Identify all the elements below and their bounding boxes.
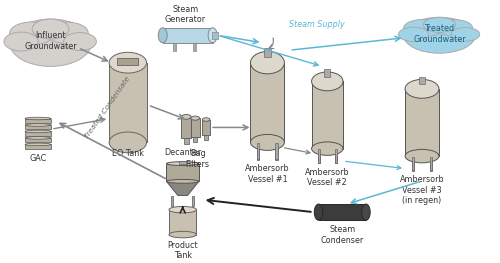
Ellipse shape — [405, 149, 439, 163]
Bar — [419, 77, 425, 84]
Text: Treated Condensate: Treated Condensate — [84, 75, 132, 140]
Bar — [181, 117, 191, 138]
Bar — [276, 142, 278, 160]
Ellipse shape — [25, 124, 51, 126]
Bar — [257, 142, 260, 160]
Ellipse shape — [312, 142, 343, 155]
Bar — [118, 58, 139, 65]
Bar — [169, 210, 196, 235]
Bar — [192, 196, 194, 206]
Ellipse shape — [202, 118, 210, 121]
Text: Ambersorb
Vessel #3
(in regen): Ambersorb Vessel #3 (in regen) — [400, 175, 444, 205]
Bar — [25, 132, 51, 136]
Ellipse shape — [250, 134, 284, 150]
Bar — [191, 118, 200, 137]
Text: Product
Tank: Product Tank — [168, 241, 198, 260]
Text: Treated
Groundwater: Treated Groundwater — [413, 24, 466, 44]
Text: Steam
Generator: Steam Generator — [164, 5, 205, 24]
Ellipse shape — [32, 19, 69, 39]
Ellipse shape — [208, 28, 217, 43]
Bar — [405, 89, 439, 156]
Bar — [318, 204, 366, 220]
Ellipse shape — [166, 179, 199, 183]
Bar — [180, 161, 186, 164]
Bar — [257, 143, 260, 159]
Bar — [25, 119, 51, 123]
Ellipse shape — [435, 20, 472, 36]
Bar — [212, 32, 218, 39]
Bar — [318, 149, 320, 163]
Bar — [276, 143, 278, 159]
Text: Bag
Filters: Bag Filters — [186, 149, 210, 169]
Ellipse shape — [451, 28, 480, 41]
Ellipse shape — [25, 143, 51, 146]
Text: Decanter: Decanter — [164, 148, 201, 157]
Ellipse shape — [10, 22, 54, 45]
Bar — [172, 43, 176, 51]
Bar — [192, 43, 196, 51]
Bar — [412, 157, 414, 170]
Bar — [184, 138, 188, 144]
Ellipse shape — [398, 27, 428, 42]
Bar — [250, 63, 284, 142]
Ellipse shape — [25, 130, 51, 133]
Bar — [109, 63, 146, 142]
Ellipse shape — [25, 117, 51, 120]
Text: Ambersorb
Vessel #2: Ambersorb Vessel #2 — [305, 168, 350, 187]
Text: Steam Supply: Steam Supply — [290, 20, 345, 29]
Text: EO Tank: EO Tank — [112, 149, 144, 158]
Bar — [193, 137, 198, 142]
Ellipse shape — [10, 19, 92, 67]
Ellipse shape — [404, 19, 443, 37]
Text: GAC: GAC — [30, 154, 46, 163]
Ellipse shape — [166, 162, 199, 165]
Ellipse shape — [46, 22, 88, 43]
Bar — [25, 125, 51, 129]
Ellipse shape — [250, 52, 284, 74]
Ellipse shape — [405, 79, 439, 98]
Ellipse shape — [4, 32, 38, 51]
Ellipse shape — [404, 17, 475, 53]
Bar — [162, 28, 212, 43]
Ellipse shape — [181, 114, 191, 119]
Ellipse shape — [158, 28, 167, 43]
Ellipse shape — [424, 17, 456, 32]
Bar — [430, 157, 432, 170]
Ellipse shape — [109, 132, 146, 153]
Bar — [430, 156, 432, 171]
Bar — [204, 135, 208, 140]
Ellipse shape — [191, 116, 200, 120]
Bar — [324, 69, 330, 77]
Bar — [25, 144, 51, 149]
Text: Influent
Groundwater: Influent Groundwater — [24, 31, 77, 50]
Ellipse shape — [169, 231, 196, 238]
Bar — [25, 138, 51, 142]
Bar — [334, 149, 337, 163]
Bar — [412, 156, 414, 171]
Text: Steam
Condenser: Steam Condenser — [320, 225, 364, 245]
Ellipse shape — [25, 137, 51, 139]
Ellipse shape — [362, 204, 370, 220]
Bar — [202, 119, 210, 135]
Text: Ambersorb
Vessel #1: Ambersorb Vessel #1 — [245, 164, 290, 184]
Bar — [264, 48, 270, 57]
Ellipse shape — [64, 33, 96, 50]
Bar — [312, 81, 343, 149]
Ellipse shape — [314, 204, 323, 220]
Bar — [318, 149, 320, 163]
Ellipse shape — [109, 52, 146, 73]
Ellipse shape — [312, 72, 343, 91]
Ellipse shape — [169, 206, 196, 213]
Polygon shape — [166, 181, 199, 195]
Bar — [171, 196, 173, 206]
Bar — [166, 164, 199, 181]
Bar — [334, 149, 337, 163]
